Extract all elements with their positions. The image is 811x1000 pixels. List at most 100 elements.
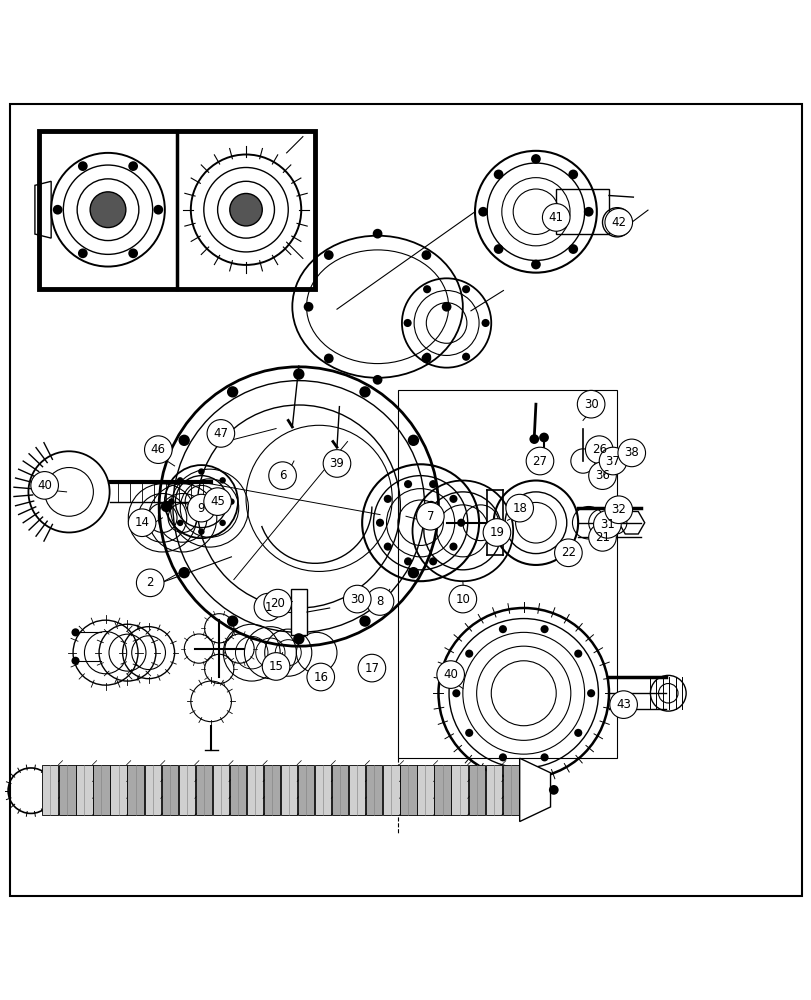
Circle shape — [554, 539, 581, 567]
Text: 19: 19 — [489, 526, 504, 539]
Circle shape — [428, 557, 436, 565]
Circle shape — [407, 435, 418, 446]
Text: 46: 46 — [151, 443, 165, 456]
Circle shape — [78, 248, 88, 258]
Circle shape — [178, 435, 190, 446]
Text: 17: 17 — [364, 662, 379, 675]
Bar — [127, 765, 144, 815]
Circle shape — [358, 615, 370, 627]
Text: 20: 20 — [270, 597, 285, 610]
Circle shape — [358, 654, 385, 682]
Circle shape — [461, 353, 470, 361]
Text: 22: 22 — [560, 546, 575, 559]
Circle shape — [448, 585, 476, 613]
Circle shape — [604, 208, 632, 236]
Circle shape — [71, 657, 79, 665]
Text: 7: 7 — [426, 510, 434, 523]
Bar — [110, 765, 127, 815]
Bar — [178, 765, 195, 815]
Circle shape — [617, 439, 645, 467]
Circle shape — [404, 557, 412, 565]
Bar — [383, 765, 399, 815]
Circle shape — [416, 502, 444, 530]
Text: 8: 8 — [375, 595, 384, 608]
Circle shape — [599, 447, 626, 475]
Circle shape — [204, 488, 231, 515]
Bar — [264, 765, 280, 815]
Circle shape — [128, 509, 156, 537]
Circle shape — [498, 753, 506, 761]
Circle shape — [219, 477, 225, 484]
Circle shape — [540, 753, 548, 761]
Bar — [230, 765, 246, 815]
Circle shape — [530, 260, 540, 269]
Circle shape — [478, 207, 487, 217]
Circle shape — [461, 285, 470, 293]
Bar — [556, 189, 608, 234]
Circle shape — [493, 170, 503, 179]
Bar — [332, 765, 348, 815]
Circle shape — [428, 480, 436, 488]
Circle shape — [588, 462, 616, 489]
Circle shape — [540, 625, 548, 633]
Circle shape — [262, 653, 290, 680]
Circle shape — [136, 569, 164, 597]
Circle shape — [542, 204, 569, 231]
Circle shape — [323, 450, 350, 477]
Bar — [349, 765, 365, 815]
Circle shape — [219, 520, 225, 526]
Circle shape — [573, 729, 581, 737]
Bar — [434, 765, 450, 815]
Circle shape — [602, 453, 611, 463]
Text: 31: 31 — [599, 518, 614, 531]
Circle shape — [268, 462, 296, 489]
Circle shape — [465, 729, 473, 737]
Circle shape — [498, 625, 506, 633]
Circle shape — [568, 244, 577, 254]
Text: 40: 40 — [443, 668, 457, 681]
Circle shape — [207, 420, 234, 447]
Circle shape — [613, 448, 623, 458]
Circle shape — [452, 689, 460, 697]
Circle shape — [90, 192, 126, 228]
Circle shape — [407, 567, 418, 578]
Circle shape — [465, 650, 473, 658]
Text: 2: 2 — [146, 576, 154, 589]
Circle shape — [372, 229, 382, 239]
Circle shape — [493, 244, 503, 254]
Bar — [417, 765, 433, 815]
Circle shape — [585, 436, 612, 463]
Circle shape — [153, 205, 163, 215]
Circle shape — [457, 519, 465, 527]
Circle shape — [177, 477, 183, 484]
Circle shape — [384, 543, 392, 551]
Circle shape — [128, 248, 138, 258]
Text: 9: 9 — [197, 502, 205, 515]
Text: 39: 39 — [329, 457, 344, 470]
Circle shape — [404, 480, 412, 488]
Circle shape — [228, 498, 234, 505]
Bar — [315, 765, 331, 815]
Bar — [290, 589, 307, 635]
Circle shape — [358, 386, 370, 398]
Text: 38: 38 — [624, 446, 638, 459]
Circle shape — [230, 193, 262, 226]
Bar — [400, 765, 416, 815]
Bar — [298, 765, 314, 815]
Circle shape — [423, 353, 431, 361]
Circle shape — [187, 494, 215, 522]
Circle shape — [593, 511, 620, 538]
Circle shape — [226, 615, 238, 627]
Bar — [485, 765, 501, 815]
Bar — [76, 765, 92, 815]
Circle shape — [481, 319, 489, 327]
Circle shape — [539, 433, 548, 442]
Circle shape — [403, 319, 411, 327]
Text: 43: 43 — [616, 698, 630, 711]
Circle shape — [483, 519, 510, 546]
Circle shape — [448, 495, 457, 503]
Circle shape — [586, 689, 594, 697]
Circle shape — [609, 691, 637, 718]
Circle shape — [421, 354, 431, 363]
Circle shape — [293, 633, 304, 645]
